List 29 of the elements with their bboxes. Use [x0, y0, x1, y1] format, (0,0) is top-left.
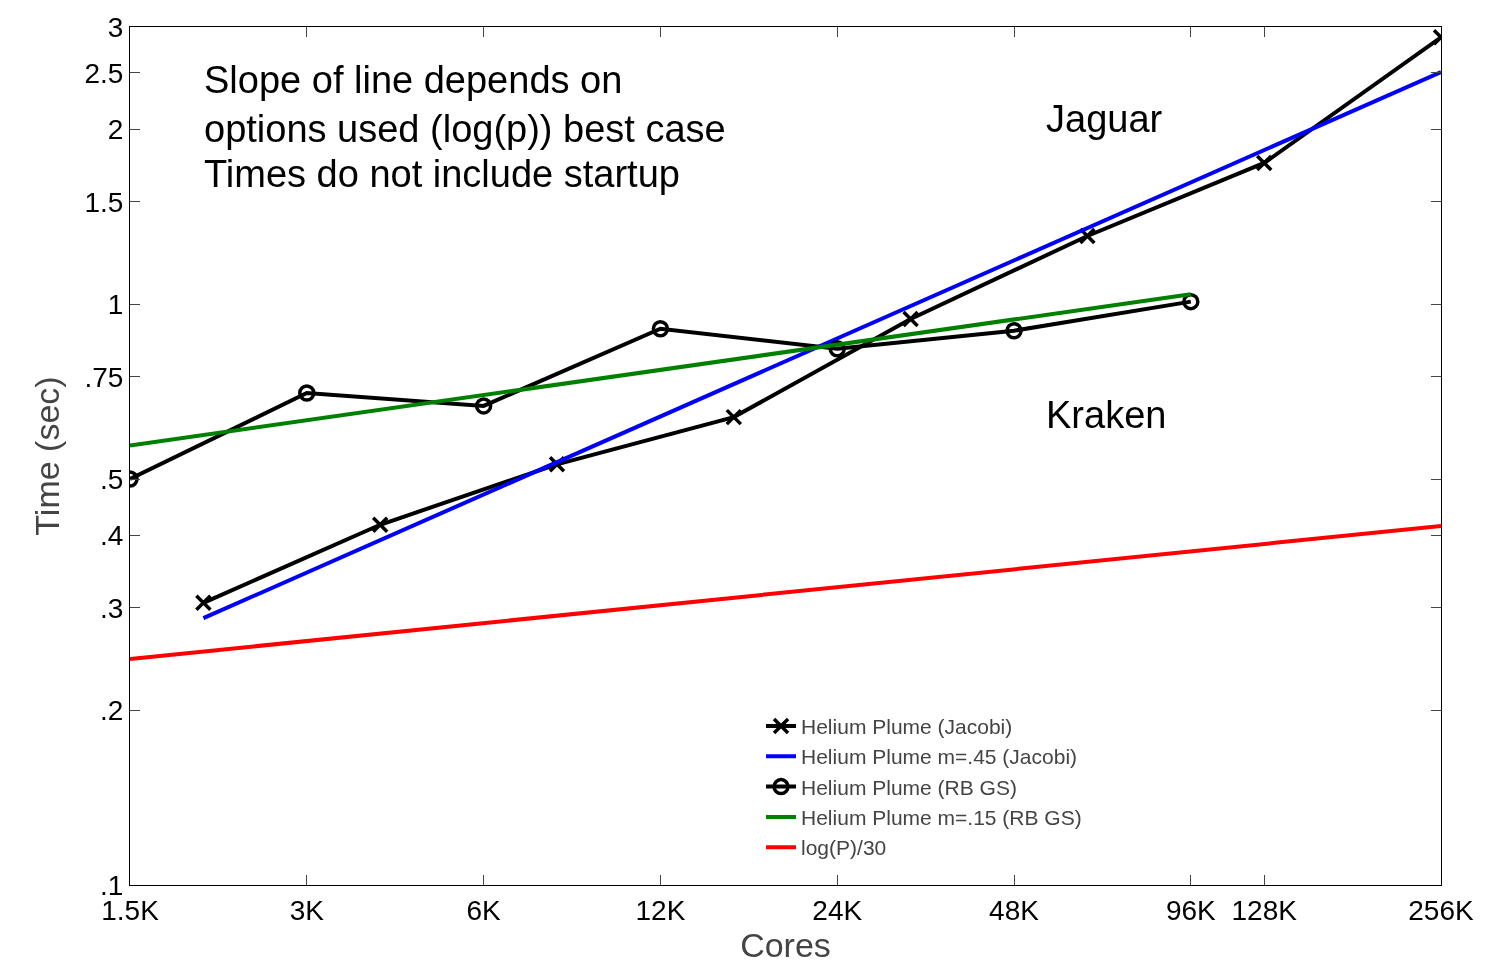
- y-tick-label: 1: [107, 288, 124, 320]
- x-tick-label: 48K: [989, 894, 1040, 926]
- annotation: Times do not include startup: [204, 153, 680, 195]
- x-tick-label: 256K: [1408, 894, 1475, 926]
- y-tick-label: 3: [107, 11, 124, 43]
- x-tick-label: 6K: [466, 894, 502, 926]
- legend-label: Helium Plume (Jacobi): [801, 715, 1013, 739]
- annotation: Jaguar: [1046, 98, 1163, 140]
- y-tick-label: 1.5: [84, 186, 124, 218]
- y-tick-label: 2.5: [84, 57, 124, 89]
- y-tick-label: .2: [100, 694, 124, 726]
- x-tick-label: 12K: [635, 894, 686, 926]
- x-tick-label: 128K: [1231, 894, 1298, 926]
- legend-label: log(P)/30: [801, 836, 887, 860]
- y-tick-label: .75: [84, 361, 124, 393]
- legend-label: Helium Plume m=.15 (RB GS): [801, 806, 1082, 830]
- x-tick-label: 96K: [1165, 894, 1217, 926]
- annotation: Slope of line depends on options used (log(p)) best case: [204, 59, 726, 151]
- legend-label: Helium Plume (RB GS): [801, 775, 1017, 799]
- y-axis-title: Time (sec): [28, 376, 67, 536]
- y-tick-label: .3: [100, 592, 124, 624]
- x-axis-title: Cores: [740, 925, 831, 964]
- y-tick-label: 2: [107, 114, 124, 146]
- x-tick-label: 24K: [812, 894, 863, 926]
- x-tick-label: 3K: [289, 894, 325, 926]
- y-tick-label: .5: [100, 463, 124, 495]
- y-tick-label: .4: [100, 520, 124, 552]
- annotation: Kraken: [1046, 394, 1167, 436]
- legend-label: Helium Plume m=.45 (Jacobi): [801, 745, 1078, 769]
